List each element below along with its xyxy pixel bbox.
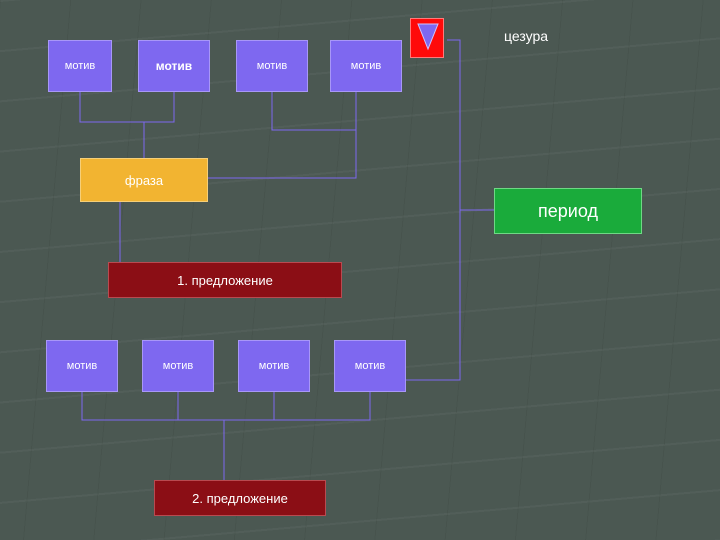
motif-label: мотив (65, 60, 95, 72)
period-box: период (494, 188, 642, 234)
sentence-label: 1. предложение (177, 273, 273, 288)
period-label: период (538, 201, 598, 222)
caesura-triangle-icon (411, 19, 445, 59)
motif-label: мотив (163, 360, 193, 372)
sentence-label: 2. предложение (192, 491, 288, 506)
motif-label: мотив (257, 60, 287, 72)
motif-box-6: мотив (142, 340, 214, 392)
phrase-box: фраза (80, 158, 208, 202)
diagram-stage: мотив мотив мотив мотив фраза 1. предлож… (0, 0, 720, 540)
motif-box-3: мотив (236, 40, 308, 92)
phrase-label: фраза (125, 173, 163, 188)
motif-box-2: мотив (138, 40, 210, 92)
caesura-box (410, 18, 444, 58)
caesura-label: цезура (504, 28, 548, 44)
sentence-1-box: 1. предложение (108, 262, 342, 298)
motif-label: мотив (355, 360, 385, 372)
motif-box-5: мотив (46, 340, 118, 392)
motif-label: мотив (156, 59, 192, 73)
motif-box-4: мотив (330, 40, 402, 92)
sentence-2-box: 2. предложение (154, 480, 326, 516)
motif-label: мотив (351, 60, 381, 72)
motif-label: мотив (259, 360, 289, 372)
motif-box-1: мотив (48, 40, 112, 92)
motif-box-7: мотив (238, 340, 310, 392)
motif-label: мотив (67, 360, 97, 372)
motif-box-8: мотив (334, 340, 406, 392)
